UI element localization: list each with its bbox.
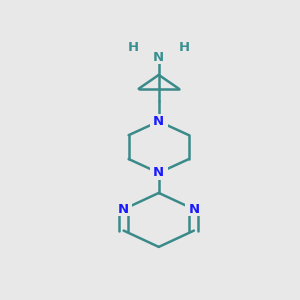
- Text: N: N: [153, 51, 164, 64]
- Bar: [148, 50, 170, 64]
- Bar: [185, 202, 203, 216]
- Bar: [115, 202, 132, 216]
- Text: N: N: [188, 203, 200, 216]
- Text: N: N: [153, 166, 164, 179]
- Bar: [150, 166, 168, 180]
- Text: N: N: [118, 203, 129, 216]
- Bar: [150, 115, 168, 128]
- Text: N: N: [153, 115, 164, 128]
- Text: H: H: [178, 41, 189, 54]
- Text: H: H: [128, 41, 139, 54]
